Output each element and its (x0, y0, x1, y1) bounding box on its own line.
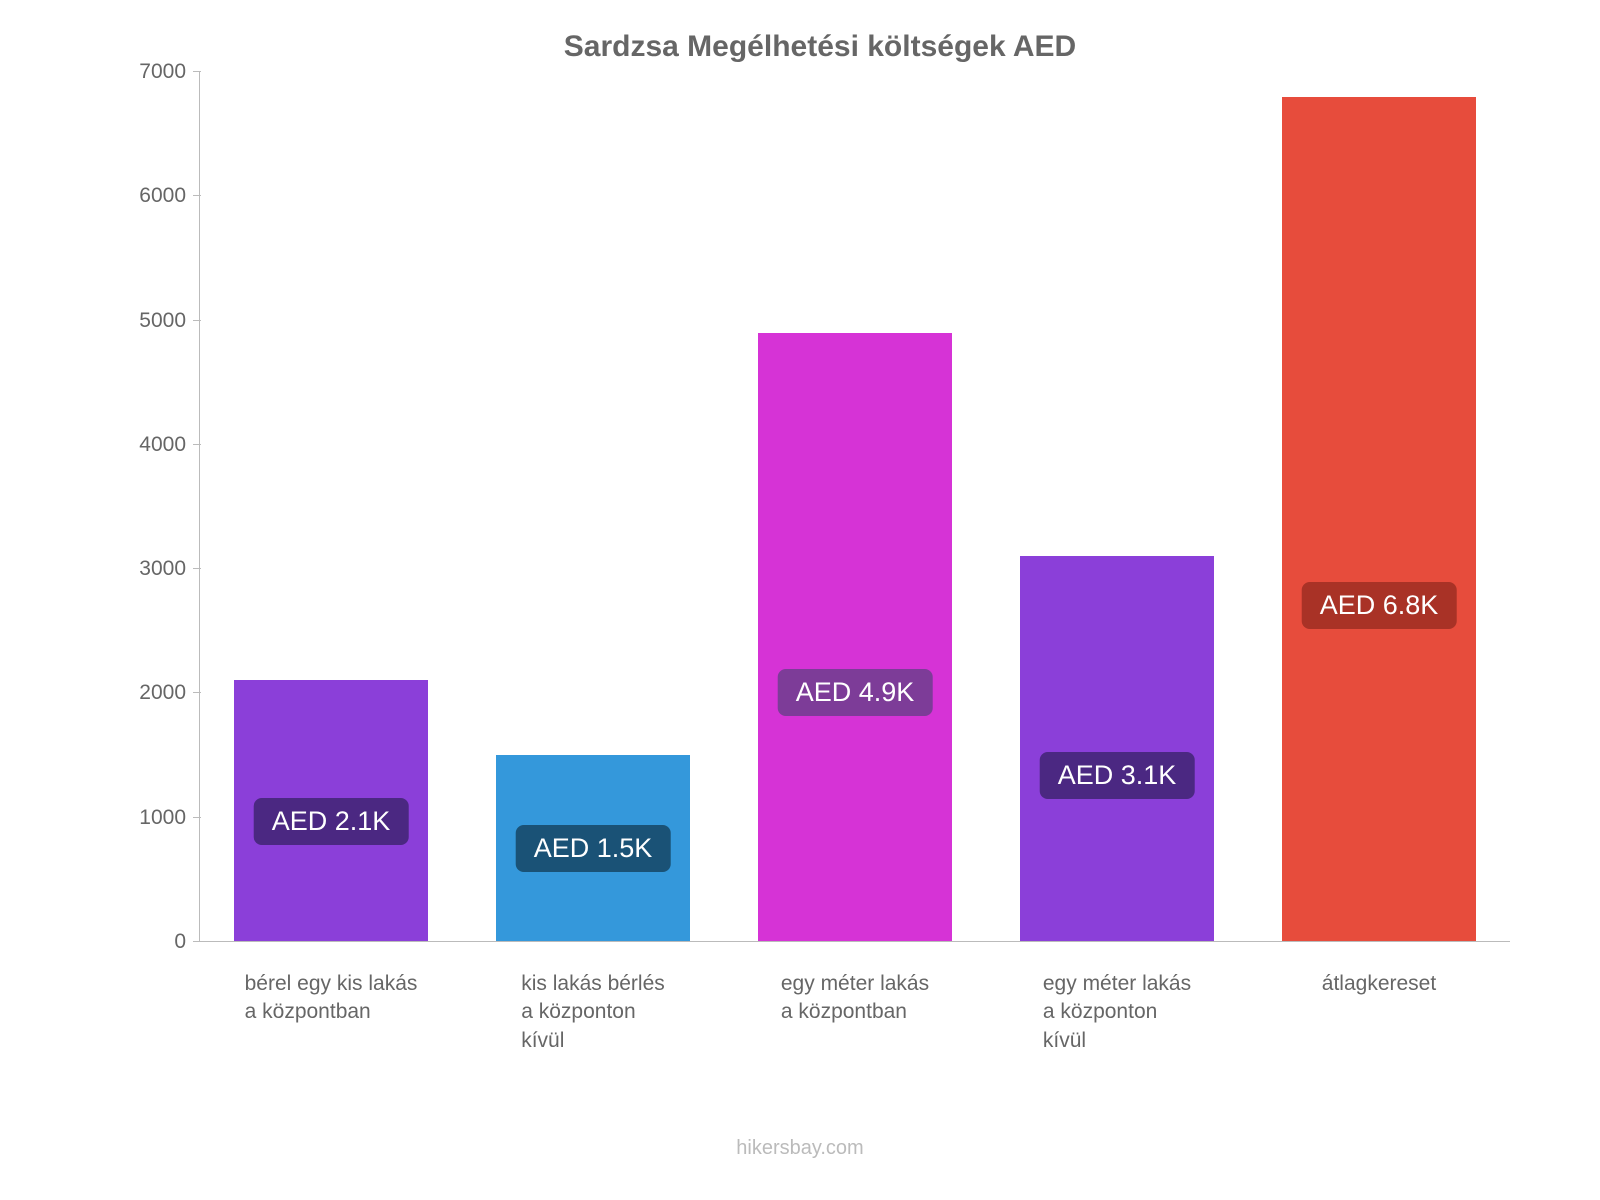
x-axis-label: átlagkereset (1248, 970, 1510, 1055)
x-axis-label: kis lakás bérlésa központonkívül (462, 970, 724, 1055)
bar-value-label: AED 4.9K (778, 669, 933, 716)
y-axis: 01000200030004000500060007000 (130, 72, 200, 942)
bar-value-label: AED 1.5K (516, 825, 671, 872)
x-axis-label-text: egy méter lakása központonkívül (1043, 970, 1191, 1055)
y-tick-label: 2000 (130, 681, 186, 705)
x-axis-labels: bérel egy kis lakása központban kis lakás… (200, 970, 1510, 1055)
plot-row: 01000200030004000500060007000 AED 2.1KAE… (130, 72, 1510, 942)
x-axis-label-text: bérel egy kis lakása központban (245, 970, 418, 1055)
bar-value-label: AED 2.1K (254, 798, 409, 845)
chart-title: Sardzsa Megélhetési költségek AED (130, 30, 1510, 64)
x-axis-label-text: kis lakás bérlésa központonkívül (521, 970, 665, 1055)
bar-value-label: AED 3.1K (1040, 752, 1195, 799)
bar-value-label: AED 6.8K (1302, 582, 1457, 629)
y-tick-label: 1000 (130, 806, 186, 830)
x-axis-label: egy méter lakása központban (724, 970, 986, 1055)
x-axis-label: egy méter lakása központonkívül (986, 970, 1248, 1055)
bar-slot: AED 2.1K (200, 72, 462, 941)
x-axis-label-text: egy méter lakása központban (781, 970, 929, 1055)
plot-area: AED 2.1K AED 1.5K AED 4.9K AED 3.1K AED 6.8K (200, 72, 1510, 942)
bar: AED 2.1K (234, 680, 428, 941)
y-tick-label: 4000 (130, 433, 186, 457)
y-tick-label: 5000 (130, 309, 186, 333)
bar-slot: AED 4.9K (724, 72, 986, 941)
bar-slot: AED 3.1K (986, 72, 1248, 941)
bar: AED 3.1K (1020, 556, 1214, 941)
x-axis-label-text: átlagkereset (1322, 970, 1436, 1055)
y-tick-label: 0 (130, 930, 186, 954)
bar: AED 1.5K (496, 755, 690, 941)
y-tick-label: 3000 (130, 557, 186, 581)
bars-group: AED 2.1K AED 1.5K AED 4.9K AED 3.1K AED 6.8K (200, 72, 1510, 941)
bar-slot: AED 6.8K (1248, 72, 1510, 941)
y-tick-label: 6000 (130, 184, 186, 208)
y-tick-label: 7000 (130, 60, 186, 84)
bar-slot: AED 1.5K (462, 72, 724, 941)
bar: AED 6.8K (1282, 97, 1476, 941)
bar: AED 4.9K (758, 333, 952, 941)
chart-footer: hikersbay.com (0, 1137, 1600, 1160)
chart-container: Sardzsa Megélhetési költségek AED 0 1000 2… (0, 0, 1600, 1200)
x-axis-label: bérel egy kis lakása központban (200, 970, 462, 1055)
